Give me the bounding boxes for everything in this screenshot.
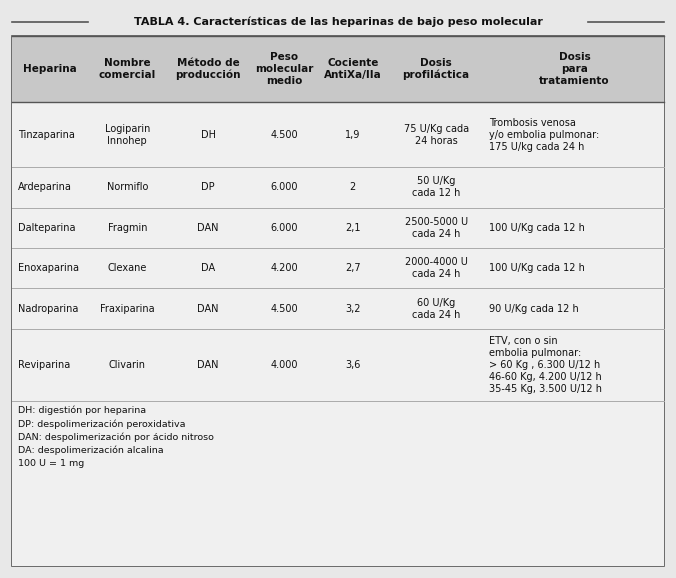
Text: 6.000: 6.000 [270, 223, 298, 233]
Bar [12, 288, 664, 329]
Bar [12, 167, 664, 208]
Text: 2,7: 2,7 [345, 263, 361, 273]
Text: Método de
producción: Método de producción [175, 58, 241, 80]
Text: Dalteparina: Dalteparina [18, 223, 75, 233]
Text: Dosis
para
tratamiento: Dosis para tratamiento [539, 52, 610, 86]
Text: Tinzaparina: Tinzaparina [18, 129, 74, 140]
Text: Clivarin: Clivarin [109, 360, 146, 370]
Text: 1,9: 1,9 [345, 129, 360, 140]
Text: Logiparin
Innohep: Logiparin Innohep [105, 124, 150, 146]
Text: 4.200: 4.200 [270, 263, 298, 273]
Text: 3,6: 3,6 [345, 360, 360, 370]
Text: 90 U/Kg cada 12 h: 90 U/Kg cada 12 h [489, 303, 579, 314]
Text: Heparina: Heparina [23, 64, 77, 74]
Text: 2,1: 2,1 [345, 223, 360, 233]
Text: Fragmin: Fragmin [107, 223, 147, 233]
Text: 2: 2 [349, 182, 356, 192]
Text: Peso
molecular
medio: Peso molecular medio [255, 52, 313, 86]
Text: 100 U/Kg cada 12 h: 100 U/Kg cada 12 h [489, 263, 585, 273]
Text: 2500-5000 U
cada 24 h: 2500-5000 U cada 24 h [404, 217, 468, 239]
Text: 2000-4000 U
cada 24 h: 2000-4000 U cada 24 h [405, 257, 468, 279]
Text: Enoxaparina: Enoxaparina [18, 263, 78, 273]
Text: Reviparina: Reviparina [18, 360, 70, 370]
Text: DAN: DAN [197, 303, 219, 314]
Text: DAN: DAN [197, 360, 219, 370]
Bar [12, 102, 664, 167]
Text: 4.500: 4.500 [270, 129, 298, 140]
Text: DA: DA [201, 263, 215, 273]
Text: 6.000: 6.000 [270, 182, 298, 192]
Text: Fraxiparina: Fraxiparina [100, 303, 155, 314]
Text: Normiflo: Normiflo [107, 182, 148, 192]
Text: 4.000: 4.000 [270, 360, 298, 370]
Bar [12, 36, 664, 102]
Bar [12, 248, 664, 288]
Text: Ardeparina: Ardeparina [18, 182, 72, 192]
Text: Nombre
comercial: Nombre comercial [99, 58, 156, 80]
Text: 75 U/Kg cada
24 horas: 75 U/Kg cada 24 horas [404, 124, 468, 146]
Bar [12, 208, 664, 248]
Text: 4.500: 4.500 [270, 303, 298, 314]
Text: 3,2: 3,2 [345, 303, 360, 314]
Text: 100 U/Kg cada 12 h: 100 U/Kg cada 12 h [489, 223, 585, 233]
Bar [12, 329, 664, 401]
Text: Clexane: Clexane [107, 263, 147, 273]
Text: DP: DP [201, 182, 215, 192]
Text: Trombosis venosa
y/o embolia pulmonar:
175 U/kg cada 24 h: Trombosis venosa y/o embolia pulmonar: 1… [489, 118, 600, 151]
Text: 60 U/Kg
cada 24 h: 60 U/Kg cada 24 h [412, 298, 460, 320]
Text: Nadroparina: Nadroparina [18, 303, 78, 314]
Text: 50 U/Kg
cada 12 h: 50 U/Kg cada 12 h [412, 176, 460, 198]
Bar [12, 401, 664, 566]
Text: DH: digestión por heparina
DP: despolimerización peroxidativa
DAN: despolimeriza: DH: digestión por heparina DP: despolime… [18, 406, 214, 468]
Text: ETV, con o sin
embolia pulmonar:
> 60 Kg , 6.300 U/12 h
46-60 Kg, 4.200 U/12 h
3: ETV, con o sin embolia pulmonar: > 60 Kg… [489, 336, 602, 394]
Text: DAN: DAN [197, 223, 219, 233]
Text: DH: DH [201, 129, 216, 140]
Text: Dosis
profiláctica: Dosis profiláctica [402, 58, 470, 80]
Text: Cociente
AntiXa/IIa: Cociente AntiXa/IIa [324, 58, 382, 80]
Text: TABLA 4. Características de las heparinas de bajo peso molecular: TABLA 4. Características de las heparina… [134, 17, 542, 27]
